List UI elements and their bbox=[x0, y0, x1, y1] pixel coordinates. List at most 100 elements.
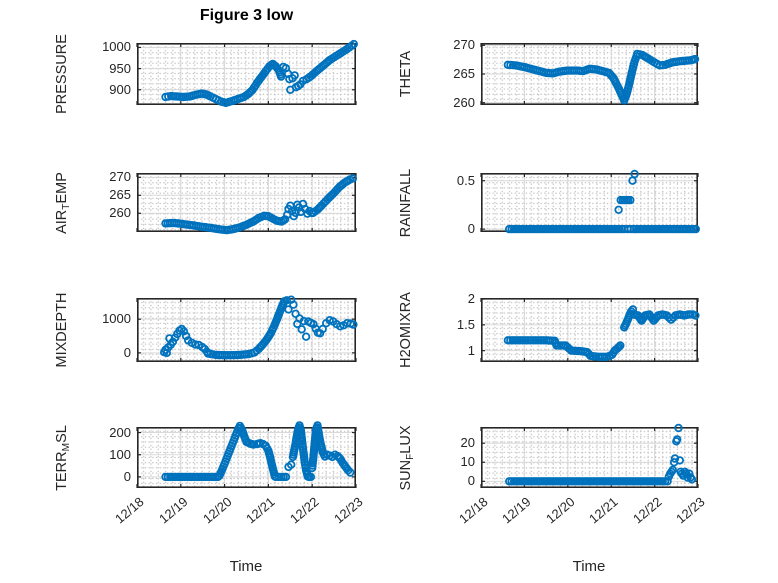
plot-area-air_temp bbox=[136, 173, 358, 235]
data-marker bbox=[531, 336, 540, 345]
y-axis-label-text: SUN bbox=[398, 459, 414, 491]
y-tick-label: 260 bbox=[453, 94, 475, 110]
data-marker bbox=[616, 341, 625, 350]
data-marker bbox=[691, 224, 700, 234]
y-tick-label: 1.5 bbox=[456, 316, 475, 332]
data-marker bbox=[281, 472, 291, 482]
y-axis-label-pressure: PRESSURE bbox=[53, 0, 71, 149]
y-axis-label-subscript: T bbox=[60, 203, 72, 210]
data-marker bbox=[528, 336, 538, 345]
data-marker bbox=[534, 336, 543, 345]
y-axis-label-subscript: F bbox=[404, 453, 416, 460]
data-marker bbox=[672, 435, 682, 444]
plot-area-theta bbox=[480, 43, 700, 106]
y-axis-label-text: LUX bbox=[398, 424, 414, 454]
data-marker bbox=[348, 174, 358, 183]
data-marker bbox=[691, 311, 700, 320]
data-marker bbox=[614, 342, 624, 351]
data-marker bbox=[690, 54, 700, 64]
data-marker bbox=[162, 348, 171, 358]
subplot-mixdepth bbox=[136, 295, 358, 363]
data-marker bbox=[301, 332, 311, 341]
xaxis-label-left: Time bbox=[229, 558, 263, 575]
data-marker bbox=[349, 39, 358, 49]
y-tick-label: 20 bbox=[460, 435, 475, 451]
subplot-rainfall bbox=[480, 169, 700, 234]
y-tick-label: 1 bbox=[467, 342, 475, 358]
data-marker bbox=[309, 320, 318, 329]
y-tick-label: 1000 bbox=[102, 311, 131, 327]
data-marker bbox=[670, 454, 680, 463]
y-tick-label: 2 bbox=[467, 291, 475, 307]
data-marker bbox=[297, 325, 306, 334]
y-axis-label-text: THETA bbox=[398, 50, 414, 98]
data-marker bbox=[614, 205, 623, 214]
subplot-terr_msl bbox=[136, 421, 357, 489]
y-tick-label: 260 bbox=[109, 205, 131, 221]
data-marker bbox=[630, 169, 639, 179]
y-tick-label: 265 bbox=[109, 187, 131, 203]
data-marker bbox=[521, 336, 530, 345]
y-axis-label-text: PRESSURE bbox=[54, 34, 70, 114]
data-marker bbox=[526, 336, 535, 345]
plot-area-pressure bbox=[136, 39, 358, 108]
y-tick-label: 900 bbox=[109, 81, 131, 97]
y-axis-label-text: MIXDEPTH bbox=[54, 292, 70, 368]
y-axis-label-text: AIR bbox=[54, 209, 70, 234]
y-tick-label: 0 bbox=[467, 473, 475, 489]
figure-title: Figure 3 low bbox=[199, 7, 294, 24]
subplot-pressure bbox=[136, 39, 358, 108]
data-marker bbox=[349, 320, 358, 329]
data-marker bbox=[346, 468, 355, 477]
data-marker bbox=[282, 296, 291, 305]
axes-box bbox=[481, 298, 698, 363]
y-tick-label: 0.5 bbox=[456, 172, 475, 188]
plot-area-h2omixra bbox=[480, 298, 700, 363]
axes-box bbox=[137, 43, 356, 106]
data-marker bbox=[687, 475, 697, 484]
data-marker bbox=[290, 71, 299, 80]
data-marker bbox=[343, 466, 353, 475]
y-axis-label-sun_flux: SUNFLUX bbox=[397, 383, 416, 533]
data-marker bbox=[675, 456, 684, 465]
axes-box bbox=[481, 173, 698, 233]
data-marker bbox=[276, 72, 286, 81]
data-marker bbox=[663, 477, 672, 486]
data-marker bbox=[626, 195, 635, 205]
data-marker bbox=[181, 331, 191, 341]
data-marker bbox=[318, 324, 327, 334]
y-axis-label-text: SL bbox=[54, 424, 70, 443]
data-marker bbox=[668, 465, 677, 475]
y-tick-label: 0 bbox=[123, 344, 131, 360]
subplot-sun_flux bbox=[480, 423, 699, 489]
axes-box bbox=[137, 173, 356, 233]
y-tick-label: 270 bbox=[453, 37, 475, 53]
data-marker bbox=[284, 305, 293, 314]
plot-area-mixdepth bbox=[136, 295, 358, 363]
axes-box bbox=[481, 427, 698, 489]
y-axis-label-text: H2OMIXRA bbox=[398, 292, 414, 368]
data-marker bbox=[584, 349, 593, 359]
plot-area-rainfall bbox=[480, 169, 700, 234]
subplot-air_temp bbox=[136, 173, 358, 235]
data-marker bbox=[286, 460, 296, 469]
y-tick-label: 10 bbox=[460, 454, 475, 470]
y-tick-label: 0 bbox=[123, 468, 131, 484]
y-axis-label-text: RAINFALL bbox=[398, 168, 414, 237]
plot-area-terr_msl bbox=[136, 421, 357, 489]
y-tick-label: 100 bbox=[109, 446, 131, 462]
y-tick-label: 950 bbox=[109, 60, 131, 76]
subplot-h2omixra bbox=[480, 298, 700, 363]
data-marker bbox=[626, 224, 635, 234]
subplot-theta bbox=[480, 43, 700, 106]
axes-box bbox=[137, 427, 356, 489]
y-axis-label-terr_msl: TERRMSL bbox=[53, 383, 72, 533]
y-tick-label: 200 bbox=[109, 424, 131, 440]
xaxis-label-right: Time bbox=[572, 558, 606, 575]
y-axis-label-theta: THETA bbox=[397, 0, 415, 149]
data-marker bbox=[289, 300, 298, 309]
y-axis-label-subscript: M bbox=[60, 442, 72, 451]
y-axis-label-text: EMP bbox=[54, 171, 70, 204]
data-marker bbox=[523, 336, 533, 345]
